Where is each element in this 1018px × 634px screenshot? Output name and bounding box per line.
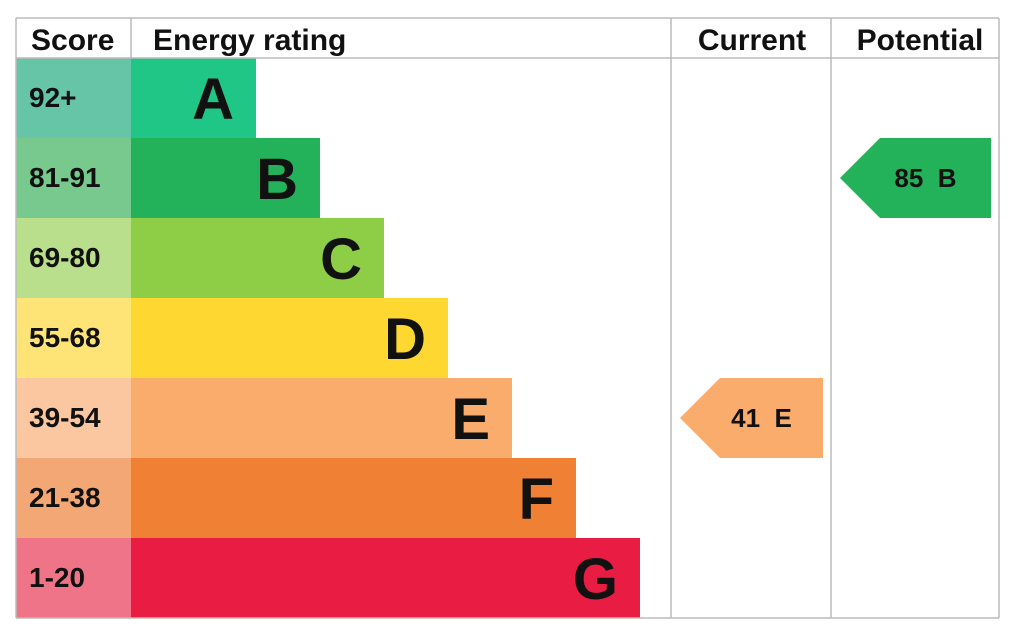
score-label-c: 69-80 [29, 242, 101, 273]
score-cell-g [16, 538, 131, 618]
score-cell-f [16, 458, 131, 538]
band-letter-a: A [192, 67, 234, 132]
header-score: Score [31, 24, 114, 57]
score-cell-c [16, 218, 131, 298]
score-label-b: 81-91 [29, 162, 101, 193]
score-label-f: 21-38 [29, 482, 101, 513]
score-label-d: 55-68 [29, 322, 101, 353]
band-letter-b: B [256, 147, 298, 212]
score-label-a: 92+ [29, 82, 77, 113]
current-arrow [680, 378, 823, 458]
band-letter-g: G [573, 547, 618, 612]
band-letter-c: C [320, 227, 362, 292]
band-letter-e: E [451, 387, 490, 452]
potential-arrow [840, 138, 991, 218]
band-letter-f: F [519, 467, 554, 532]
score-cell-a [16, 58, 131, 138]
header-layer: Score Energy rating Current Potential [31, 24, 983, 57]
score-cell-b [16, 138, 131, 218]
score-cell-e [16, 378, 131, 458]
score-cell-d [16, 298, 131, 378]
bands-layer: 92+ A 81-91 B 69-80 C 55-68 D 39-54 E 21-38 F 1-20 G [16, 58, 640, 618]
header-energy-rating: Energy rating [153, 24, 346, 57]
band-letter-d: D [384, 307, 426, 372]
band-bar-b [131, 138, 320, 218]
score-label-g: 1-20 [29, 562, 85, 593]
arrows-layer: 41 E 85 B [680, 138, 991, 458]
header-potential: Potential [857, 24, 984, 57]
band-bar-g [131, 538, 640, 618]
band-bar-d [131, 298, 448, 378]
header-current: Current [698, 24, 806, 57]
band-bar-f [131, 458, 576, 538]
band-bar-e [131, 378, 512, 458]
score-label-e: 39-54 [29, 402, 101, 433]
grid-layer [15, 17, 1000, 619]
band-bar-a [131, 58, 256, 138]
current-rating-label: 41 E [731, 403, 792, 433]
band-bar-c [131, 218, 384, 298]
potential-rating-label: 85 B [894, 163, 956, 193]
